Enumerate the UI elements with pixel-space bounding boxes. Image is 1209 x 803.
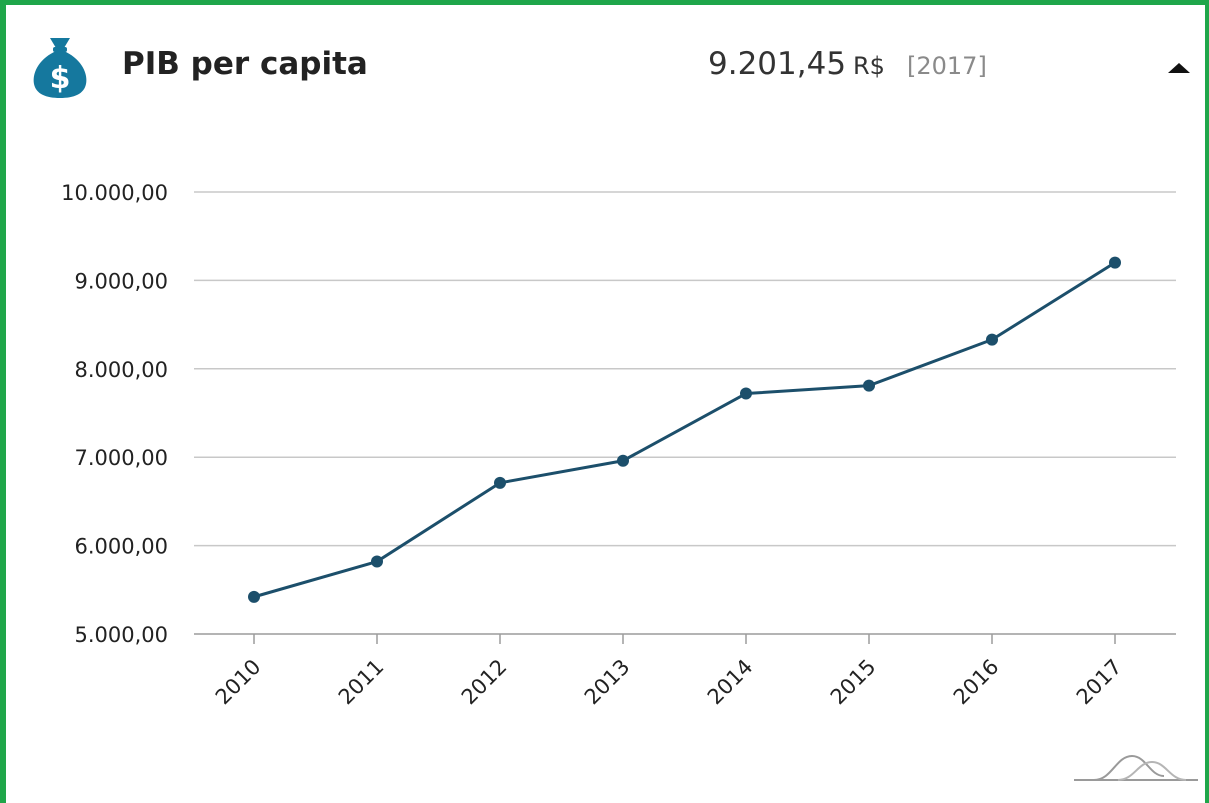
- caret-up-icon[interactable]: [1164, 58, 1194, 78]
- card-header: $ PIB per capita 9.201,45 R$ [2017]: [0, 0, 1209, 120]
- x-tick-label: 2014: [703, 655, 758, 710]
- data-point[interactable]: [371, 555, 383, 568]
- data-point[interactable]: [494, 476, 506, 489]
- headline-unit: R$: [853, 52, 885, 80]
- y-tick-label: 10.000,00: [61, 181, 168, 205]
- grid-lines: [194, 191, 1176, 635]
- svg-text:$: $: [50, 61, 71, 96]
- y-tick-label: 7.000,00: [74, 446, 168, 470]
- x-tick-label: 2015: [826, 655, 881, 710]
- series-line-path: [253, 261, 1116, 599]
- x-tick-label: 2010: [211, 655, 266, 710]
- data-point[interactable]: [740, 387, 752, 400]
- x-tick-label: 2017: [1072, 655, 1127, 710]
- data-point[interactable]: [1109, 256, 1121, 269]
- y-tick-label: 8.000,00: [74, 358, 168, 382]
- line-chart-toggle-icon[interactable]: [1072, 748, 1200, 784]
- x-tick-label: 2016: [949, 655, 1004, 710]
- x-axis: 2010 2011 2012 2013 2014 2015 2016 2017: [211, 634, 1127, 709]
- y-tick-label: 5.000,00: [74, 623, 168, 647]
- y-tick-label: 9.000,00: [74, 269, 168, 293]
- data-point[interactable]: [617, 454, 629, 467]
- x-tick-label: 2013: [580, 655, 635, 710]
- headline-value: 9.201,45: [708, 46, 847, 82]
- headline-year: [2017]: [907, 52, 987, 80]
- x-tick-label: 2011: [334, 655, 389, 710]
- series-points: [248, 256, 1121, 603]
- data-point[interactable]: [863, 379, 875, 392]
- card-title: PIB per capita: [122, 46, 368, 82]
- y-axis-tick-labels: 5.000,00 6.000,00 7.000,00 8.000,00 9.000,00…: [61, 181, 168, 647]
- data-point[interactable]: [248, 590, 260, 603]
- x-tick-label: 2012: [457, 655, 512, 710]
- y-tick-label: 6.000,00: [74, 535, 168, 559]
- data-point[interactable]: [986, 333, 998, 346]
- money-bag-dollar-icon: $: [33, 38, 87, 98]
- series-line: [253, 261, 1116, 599]
